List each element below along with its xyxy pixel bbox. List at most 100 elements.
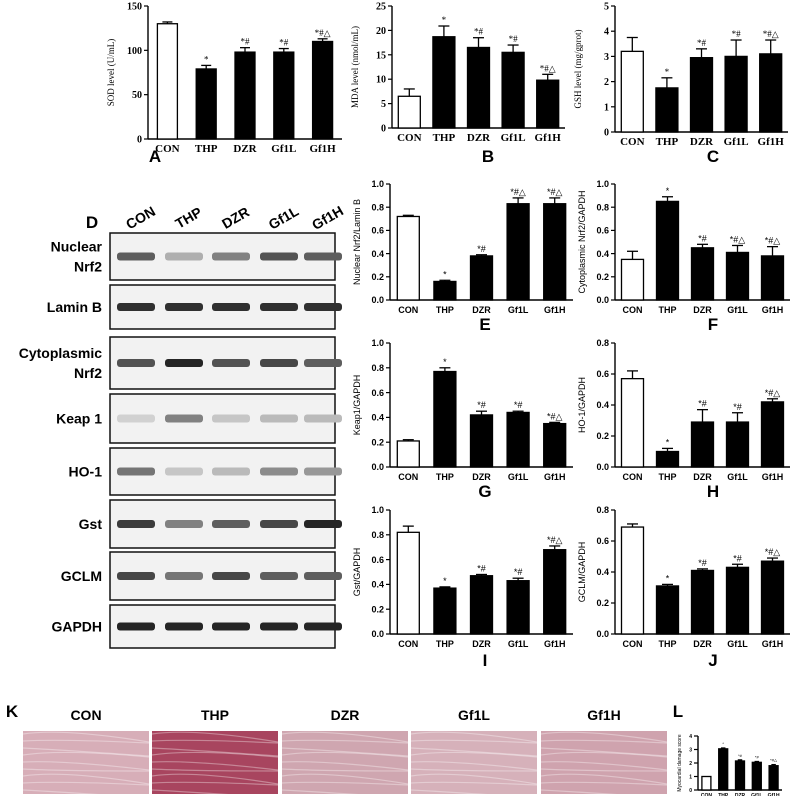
- y-tick-label: 0.4: [371, 580, 384, 590]
- blot-band: [260, 467, 298, 476]
- significance-label: *#: [241, 37, 251, 47]
- histology-texture: [151, 768, 279, 772]
- blot-band: [165, 252, 203, 261]
- blot-band: [212, 467, 250, 476]
- y-axis-label: SOD level (U/mL): [106, 39, 116, 107]
- y-tick-label: 20: [376, 26, 386, 37]
- chart-A: 0 50 100 150 SOD level (U/mL) CON * THP *# DZR *# G…: [106, 2, 342, 166]
- significance-label: *#: [509, 34, 519, 44]
- x-tick-label: CON: [398, 305, 418, 315]
- chart-F: 0.0 0.2 0.4 0.6 0.8 1.0 Cytoplasmic Nrf2/GAPDH…: [577, 179, 790, 334]
- y-tick-label: 0.2: [371, 604, 384, 614]
- bar: [690, 247, 715, 301]
- x-tick-label: CON: [620, 136, 645, 148]
- significance-label: *#: [279, 38, 289, 48]
- blot-band: [212, 572, 250, 580]
- histology-texture: [540, 739, 668, 744]
- bar: [751, 761, 762, 791]
- lane-label: DZR: [219, 204, 252, 232]
- bar: [466, 46, 491, 129]
- histology-image: [23, 731, 149, 794]
- blot-row-label: Nuclear: [51, 239, 103, 255]
- histology-panel: K CON THP DZR Gf1L Gf1H: [6, 702, 668, 796]
- blot-band: [212, 252, 250, 261]
- y-axis-label: Cytoplasmic Nrf2/GAPDH: [577, 190, 587, 293]
- x-tick-label: Gf1L: [508, 305, 529, 315]
- x-tick-label: CON: [623, 472, 643, 482]
- significance-label: *#: [698, 558, 707, 568]
- y-tick-label: 0.8: [371, 363, 384, 373]
- histology-texture: [540, 761, 668, 771]
- x-tick-label: Gf1L: [724, 136, 749, 148]
- y-tick-label: 0.8: [371, 530, 384, 540]
- y-tick-label: 0.0: [596, 295, 609, 305]
- significance-label: *#△: [510, 187, 526, 197]
- bar: [396, 215, 420, 301]
- chart-I: 0.0 0.2 0.4 0.6 0.8 1.0 Gst/GAPDH CON * THP *# DZR *…: [352, 505, 573, 670]
- blot-band: [117, 252, 155, 261]
- y-tick-label: 5: [604, 2, 609, 13]
- histology-texture: [281, 789, 388, 796]
- blot-row-label: Nrf2: [74, 259, 102, 275]
- bar: [156, 23, 179, 140]
- histology-texture: [540, 781, 668, 786]
- significance-label: *#△: [770, 758, 778, 763]
- significance-label: *: [443, 357, 447, 367]
- significance-label: *#: [698, 399, 707, 409]
- blot-band: [304, 572, 342, 580]
- bar: [725, 421, 750, 468]
- y-tick-label: 2: [604, 77, 609, 88]
- significance-label: *: [204, 54, 209, 64]
- blot-row-label: Gst: [79, 516, 103, 532]
- histology-texture: [151, 789, 258, 796]
- y-tick-label: 0.0: [371, 295, 384, 305]
- y-tick-label: 50: [132, 90, 142, 101]
- bar: [760, 401, 785, 468]
- y-tick-label: 0.2: [596, 272, 609, 282]
- x-tick-label: DZR: [693, 305, 712, 315]
- blot-band: [165, 520, 203, 528]
- bar: [620, 377, 645, 468]
- bar: [195, 68, 217, 140]
- bar: [620, 526, 645, 635]
- x-tick-label: DZR: [693, 472, 712, 482]
- blot-band: [212, 303, 250, 311]
- x-tick-label: DZR: [472, 639, 491, 649]
- blot-row-label: GAPDH: [51, 619, 102, 635]
- bar: [234, 51, 256, 140]
- x-tick-label: DZR: [472, 305, 491, 315]
- blot-band: [304, 359, 342, 367]
- y-axis-label: HO-1/GAPDH: [577, 377, 587, 433]
- significance-label: *#△: [547, 535, 563, 545]
- chart-J: 0.0 0.2 0.4 0.6 0.8 GCLM/GAPDH CON * THP *# DZR *# G…: [577, 505, 790, 670]
- x-tick-label: DZR: [472, 472, 491, 482]
- histology-texture: [410, 789, 517, 796]
- bar: [543, 549, 567, 635]
- bar: [469, 575, 494, 635]
- y-tick-label: 0.8: [596, 505, 609, 515]
- blot-band: [260, 520, 298, 528]
- y-tick-label: 0.2: [371, 437, 384, 447]
- bar: [273, 51, 295, 140]
- significance-label: *#: [477, 563, 486, 573]
- blot-band: [212, 414, 250, 423]
- bar: [433, 280, 457, 301]
- blot-band: [117, 467, 155, 476]
- y-tick-label: 0: [604, 128, 609, 139]
- y-tick-label: 4: [689, 734, 692, 740]
- histology-texture: [151, 773, 279, 785]
- bar: [543, 422, 567, 468]
- histology-texture: [22, 789, 129, 796]
- y-tick-label: 0.8: [596, 338, 609, 348]
- blot-band: [117, 303, 155, 311]
- blot-row-label: HO-1: [69, 464, 103, 480]
- histology-texture: [281, 747, 409, 757]
- y-tick-label: 0.6: [596, 369, 609, 379]
- x-tick-label: DZR: [690, 136, 714, 148]
- blot-row-label: Nrf2: [74, 365, 102, 381]
- significance-label: *#: [477, 400, 486, 410]
- bar: [506, 580, 530, 635]
- panel-letter: F: [708, 315, 718, 334]
- x-tick-label: Gf1L: [271, 143, 296, 155]
- bar: [768, 765, 779, 791]
